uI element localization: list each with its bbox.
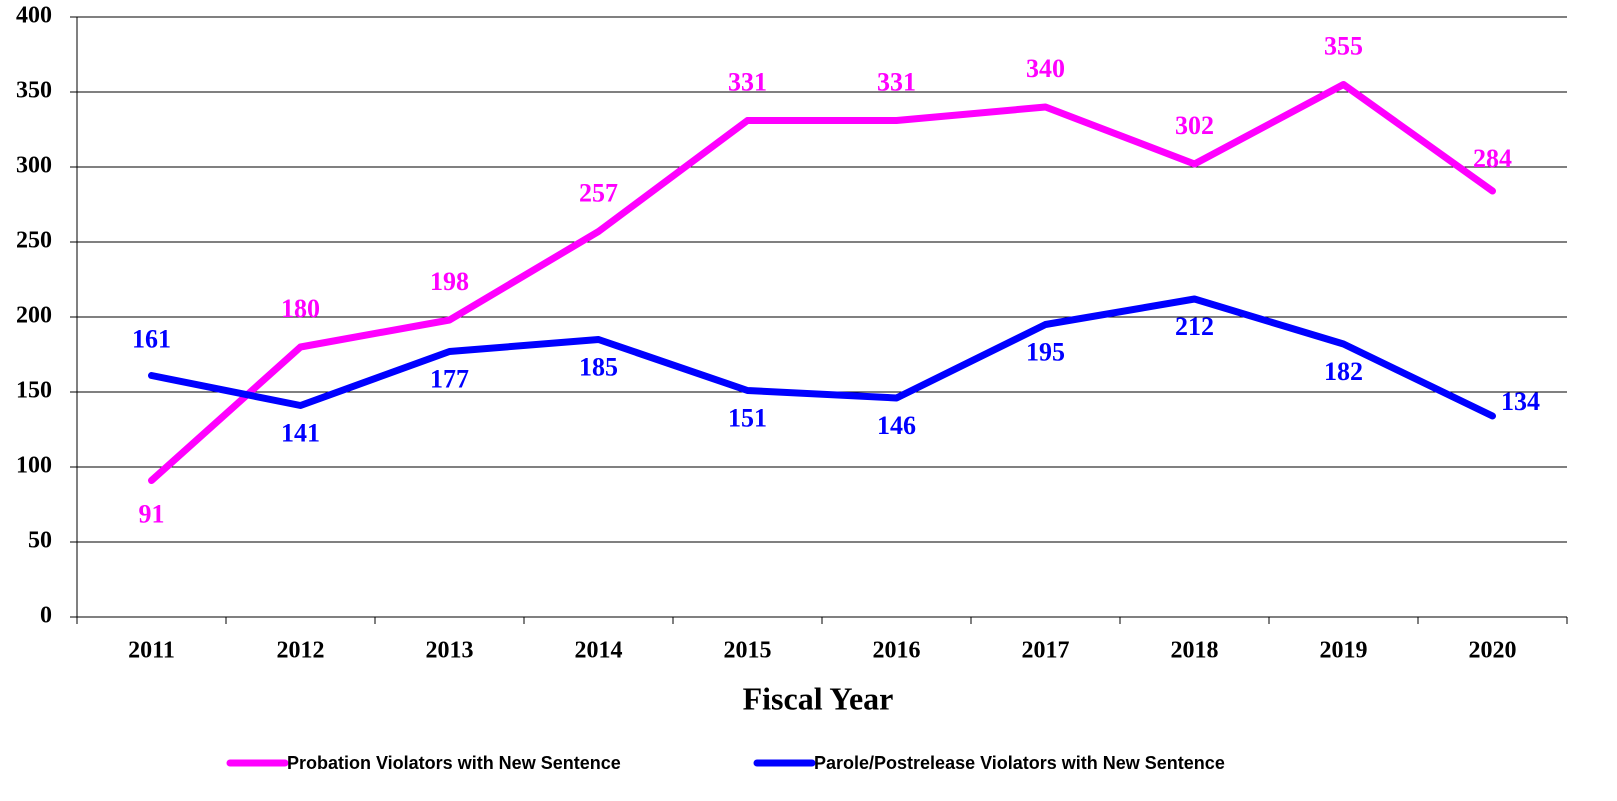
- data-label: 284: [1473, 144, 1512, 173]
- y-tick-label: 400: [16, 3, 52, 29]
- data-label: 146: [877, 411, 916, 440]
- x-tick-label: 2020: [1469, 638, 1517, 664]
- series-line: [148, 295, 1496, 420]
- y-tick-label: 50: [28, 528, 52, 554]
- y-tick-label: 300: [16, 153, 52, 179]
- data-label: 195: [1026, 337, 1065, 366]
- data-label: 302: [1175, 111, 1214, 140]
- data-label: 340: [1026, 54, 1065, 83]
- data-label: 134: [1501, 387, 1540, 416]
- data-label: 91: [139, 499, 165, 528]
- data-label: 331: [877, 67, 916, 96]
- legend-label: Probation Violators with New Sentence: [287, 753, 621, 773]
- x-tick-label: 2011: [128, 638, 175, 664]
- data-label: 355: [1324, 31, 1363, 60]
- y-tick-label: 350: [16, 78, 52, 104]
- series-line: [148, 81, 1496, 484]
- x-tick-label: 2019: [1320, 638, 1368, 664]
- data-label: 177: [430, 364, 469, 393]
- x-tick-label: 2016: [873, 638, 921, 664]
- y-tick-label: 250: [16, 228, 52, 254]
- y-tick-label: 200: [16, 303, 52, 329]
- data-label: 161: [132, 324, 171, 353]
- data-label: 212: [1175, 312, 1214, 341]
- data-label: 198: [430, 267, 469, 296]
- y-tick-label: 100: [16, 453, 52, 479]
- x-tick-label: 2012: [277, 638, 325, 664]
- data-label: 257: [579, 178, 618, 207]
- y-tick-label: 150: [16, 378, 52, 404]
- x-tick-label: 2018: [1171, 638, 1219, 664]
- x-tick-label: 2015: [724, 638, 772, 664]
- x-tick-label: 2014: [575, 638, 623, 664]
- data-label: 185: [579, 352, 618, 381]
- legend-label: Parole/Postrelease Violators with New Se…: [814, 753, 1225, 773]
- x-axis-title: Fiscal Year: [743, 680, 894, 716]
- y-tick-label: 0: [40, 603, 52, 629]
- data-label: 182: [1324, 357, 1363, 386]
- data-label: 331: [728, 67, 767, 96]
- data-label: 151: [728, 403, 767, 432]
- x-tick-label: 2013: [426, 638, 474, 664]
- x-tick-label: 2017: [1022, 638, 1070, 664]
- data-label: 141: [281, 418, 320, 447]
- data-label: 180: [281, 294, 320, 323]
